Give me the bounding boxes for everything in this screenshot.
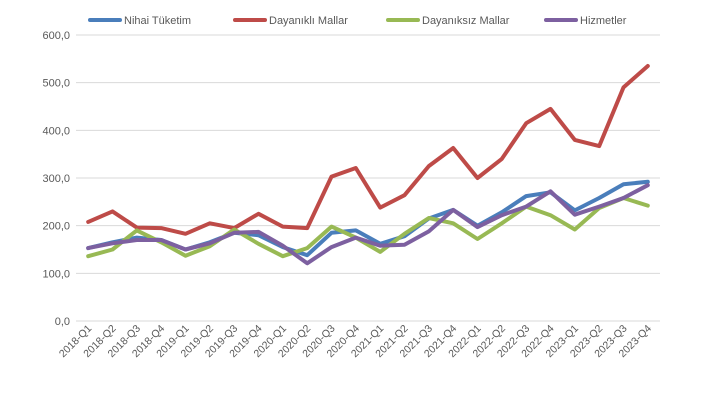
y-tick-label: 400,0 <box>42 125 70 137</box>
legend: Nihai Tüketim Dayanıklı Mallar Dayanıksız … <box>88 15 627 27</box>
y-tick-label: 100,0 <box>42 268 70 280</box>
legend-label: Hizmetler <box>580 15 627 27</box>
series-line-2 <box>86 64 650 236</box>
y-tick-label: 300,0 <box>42 173 70 185</box>
y-tick-label: 0,0 <box>55 316 70 328</box>
series-line-3 <box>86 196 650 259</box>
gridlines <box>76 34 660 322</box>
legend-label: Dayanıklı Mallar <box>269 15 348 27</box>
x-axis-ticks: 2018-Q12018-Q22018-Q32018-Q42019-Q12019-… <box>57 323 654 360</box>
series-line-4 <box>86 183 650 266</box>
y-axis-ticks: 0,0 100,0 200,0 300,0 400,0 500,0 600,0 <box>42 30 70 328</box>
y-tick-label: 600,0 <box>42 30 70 42</box>
series-lines <box>86 64 650 266</box>
y-tick-label: 500,0 <box>42 78 70 90</box>
legend-label: Nihai Tüketim <box>124 15 191 27</box>
legend-label: Dayanıksız Mallar <box>422 15 510 27</box>
y-tick-label: 200,0 <box>42 221 70 233</box>
